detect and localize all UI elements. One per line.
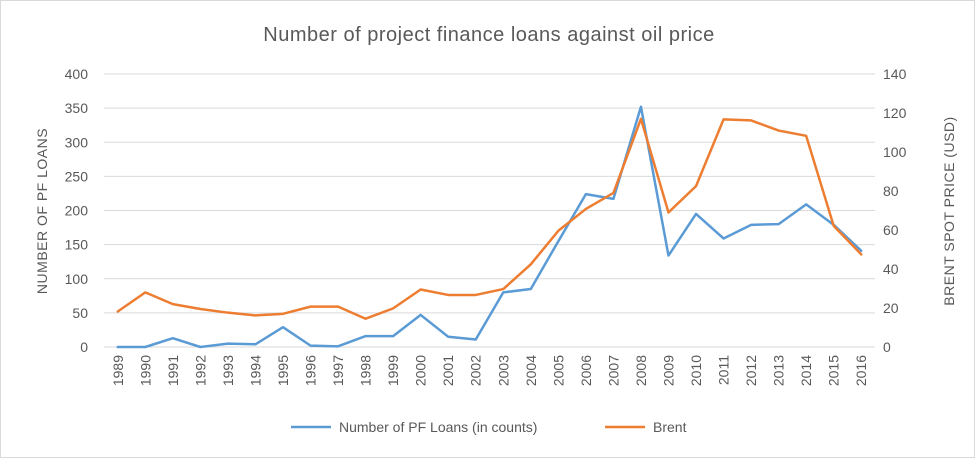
x-tick-label: 1998 [358,355,374,386]
x-tick-label: 2012 [743,355,759,386]
x-tick-label: 2008 [633,355,649,386]
x-tick-label: 1992 [192,355,208,386]
legend: Number of PF Loans (in counts) Brent [291,419,687,435]
y2-tick-label: 100 [883,144,907,160]
y-tick-label: 350 [65,100,89,116]
legend-label: Brent [653,419,687,435]
x-tick-label: 2013 [771,355,787,386]
x-tick-label: 1993 [220,355,236,386]
gridlines [104,73,875,348]
x-tick-label: 2002 [468,355,484,386]
y-tick-label: 400 [65,66,89,82]
x-tick-label: 2004 [523,355,539,386]
y2-tick-label: 80 [883,183,899,199]
right-axis-ticks: 0 20 40 60 80 100 120 140 [883,66,907,355]
series-line-2 [116,117,863,320]
left-axis-title: NUMBER OF PF LOANS [34,128,50,294]
x-tick-label: 1990 [137,355,153,386]
x-tick-label: 2016 [853,355,869,386]
y2-tick-label: 20 [883,300,899,316]
x-tick-label: 2006 [578,355,594,386]
x-tick-label: 1996 [303,355,319,386]
x-tick-label: 1995 [275,355,291,386]
x-tick-label: 2001 [440,355,456,386]
y2-tick-label: 40 [883,261,899,277]
series-lines [116,105,863,349]
x-tick-label: 2014 [798,355,814,386]
y2-tick-label: 120 [883,105,907,121]
x-tick-label: 2007 [605,355,621,386]
x-tick-label: 2000 [413,355,429,386]
x-tick-label: 2009 [660,355,676,386]
x-tick-label: 2011 [716,355,732,385]
x-tick-label: 2010 [688,355,704,386]
y2-tick-label: 0 [883,339,891,355]
series-line-1 [116,105,863,349]
x-axis-ticks: 1989 1990 1991 1992 1993 1994 1995 1996 1997 1998… [110,355,869,386]
x-tick-label: 1994 [247,355,263,386]
right-axis-title: BRENT SPOT PRICE (USD) [941,116,957,305]
x-tick-label: 1999 [385,355,401,386]
legend-label: Number of PF Loans (in counts) [339,419,537,435]
x-tick-label: 1989 [110,355,126,386]
y-tick-label: 250 [65,168,89,184]
y-tick-label: 0 [80,339,88,355]
y-tick-label: 150 [65,237,89,253]
y-tick-label: 300 [65,134,89,150]
chart-title: Number of project finance loans against … [263,24,714,46]
left-axis-ticks: 0 50 100 150 200 250 300 350 400 [65,66,89,355]
y-tick-label: 100 [65,271,89,287]
x-tick-label: 1997 [330,355,346,386]
x-tick-label: 2015 [826,355,842,386]
y-tick-label: 200 [65,203,89,219]
y2-tick-label: 60 [883,222,899,238]
x-tick-label: 2003 [495,355,511,386]
x-tick-label: 2005 [550,355,566,386]
y2-tick-label: 140 [883,66,907,82]
y-tick-label: 50 [72,305,88,321]
x-tick-label: 1991 [165,355,181,386]
